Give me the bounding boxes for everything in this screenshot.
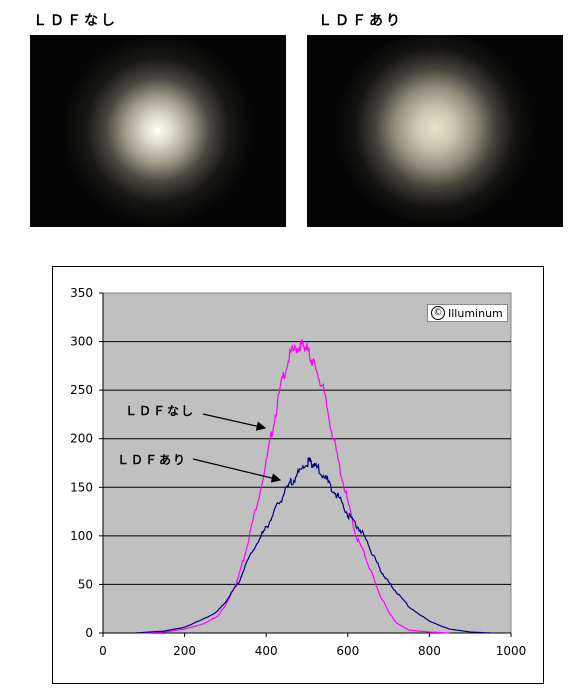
x-tick-label: 1000 (496, 644, 527, 658)
y-tick-label: 250 (70, 383, 93, 397)
copyright-badge: © Illuminum (427, 304, 508, 322)
annotation-label: ＬＤＦあり (117, 453, 187, 467)
y-tick-label: 0 (85, 626, 93, 640)
copyright-icon: © (431, 306, 445, 320)
line-chart: 0 50 100 150 200 250 300 350 0 200 400 600 800 1000 ＬＤ… (70, 286, 527, 658)
x-tick-label: 0 (99, 644, 107, 658)
y-tick-label: 200 (70, 432, 93, 446)
y-tick-label: 150 (70, 480, 93, 494)
series-line-with-ldf (135, 456, 491, 634)
y-tick-label: 300 (70, 335, 93, 349)
y-tick-label: 100 (70, 529, 93, 543)
beam-photo-with-ldf (307, 35, 563, 227)
beam-photo-without-ldf (30, 35, 286, 227)
y-tick-label: 350 (70, 286, 93, 300)
x-tick-label: 600 (336, 644, 359, 658)
x-tick-label: 400 (255, 644, 278, 658)
x-tick-label: 800 (418, 644, 441, 658)
series-line-without-ldf (135, 338, 450, 634)
photo-title-with-ldf: ＬＤＦあり (318, 13, 403, 29)
photo-title-without-ldf: ＬＤＦなし (33, 13, 118, 29)
chart-frame: 0 50 100 150 200 250 300 350 0 200 400 600 800 1000 ＬＤ… (52, 266, 544, 684)
annotation-arrow (192, 458, 282, 483)
annotation-label: ＬＤＦなし (125, 404, 195, 418)
annotation-arrow (202, 413, 267, 431)
x-tick-label: 200 (173, 644, 196, 658)
y-tick-label: 50 (78, 577, 93, 591)
copyright-text: Illuminum (448, 306, 503, 320)
